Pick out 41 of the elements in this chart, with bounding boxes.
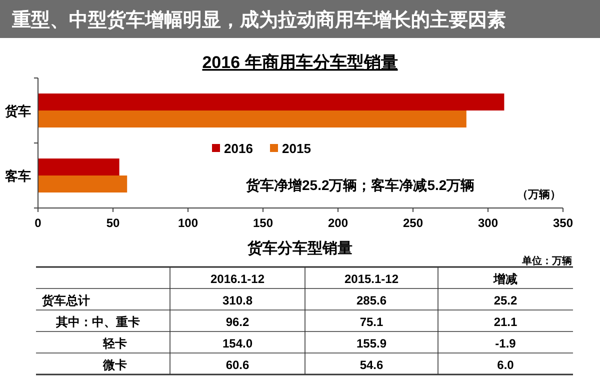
legend-label: 2016: [224, 141, 253, 156]
text: 21.1: [494, 314, 518, 329]
text: -1.9: [495, 336, 516, 350]
x-axis-title: （万辆）: [517, 188, 561, 201]
text: 重型、中型货车增幅明显，成为拉动商用车增长的主要因素: [11, 9, 506, 31]
chart-title: 2016 年商用车分车型销量: [202, 53, 398, 72]
bar: [38, 176, 128, 192]
legend-label: 2015: [282, 141, 311, 156]
text: 310.8: [222, 293, 253, 308]
text: 75.1: [360, 314, 384, 329]
category-label: 增减: [492, 272, 518, 286]
text: 货车分车型销量: [246, 239, 352, 257]
bar: [38, 94, 504, 110]
x-tick-label: 250: [402, 216, 424, 230]
x-tick-label: 300: [478, 216, 498, 230]
text: 285.6: [356, 293, 387, 308]
category-label: 2015.1-12: [344, 272, 399, 286]
category-label: 微卡: [103, 358, 127, 372]
text: 6.0: [497, 358, 514, 372]
category-label: 其中：中、重卡: [56, 314, 140, 329]
text: 96.2: [226, 314, 250, 329]
x-tick-label: 150: [252, 216, 274, 230]
category-label: 2016.1-12: [210, 272, 265, 286]
text: 54.6: [360, 358, 384, 372]
text: 155.9: [356, 336, 387, 350]
x-tick-label: 350: [552, 216, 574, 230]
x-tick-label: 100: [178, 216, 198, 230]
text: 25.2: [494, 293, 518, 308]
annotation: 货车净增25.2万辆；客车净减5.2万辆: [245, 177, 475, 193]
text: 60.6: [226, 358, 250, 372]
text: 154.0: [222, 336, 253, 350]
x-tick-label: 0: [34, 216, 42, 230]
x-tick-label: 200: [328, 216, 348, 230]
bar: [38, 110, 466, 128]
bar: [38, 158, 120, 176]
y-tick-label: 客车: [4, 168, 31, 184]
x-tick-label: 50: [106, 216, 120, 230]
y-tick-label: 货车: [4, 104, 31, 118]
category-label: 轻卡: [103, 336, 127, 350]
category-label: 货车总计: [42, 293, 90, 308]
text: 单位：万辆: [521, 255, 572, 267]
